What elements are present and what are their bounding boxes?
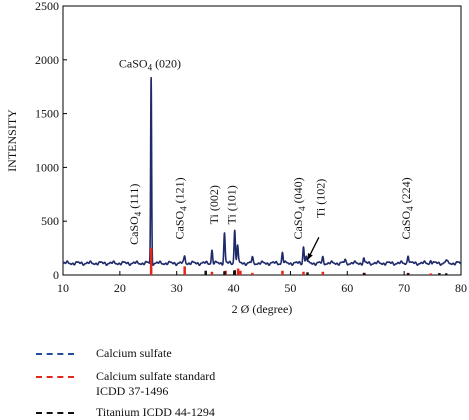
peak-label: CaSO4 (121) — [173, 177, 189, 239]
y-tick-label: 1500 — [35, 107, 59, 121]
x-tick-label: 50 — [284, 281, 296, 295]
y-tick-label: 2500 — [35, 0, 59, 13]
peak-label: Ti (101) — [224, 185, 238, 224]
peak-label: CaSO4 (111) — [127, 184, 143, 245]
x-tick-label: 70 — [398, 281, 410, 295]
peak-label: CaSO4 (040) — [291, 177, 307, 239]
series-line-calcium-sulfate — [62, 76, 462, 267]
x-tick-label: 60 — [341, 281, 353, 295]
x-tick-label: 20 — [114, 281, 126, 295]
y-tick-label: 500 — [41, 214, 59, 228]
y-tick-label: 2000 — [35, 53, 59, 67]
peak-label: Ti (002) — [207, 185, 221, 224]
peak-label: Ti (102) — [314, 179, 328, 218]
y-axis-label: INTENSITY — [5, 109, 19, 172]
annotation-arrowhead — [307, 252, 313, 260]
x-axis-label: 2 Ø (degree) — [232, 302, 293, 316]
y-tick-label: 0 — [53, 268, 59, 282]
plot-frame — [62, 5, 462, 276]
y-tick-label: 1000 — [35, 160, 59, 174]
peak-label: CaSO4 (020) — [119, 56, 181, 72]
x-tick-label: 30 — [171, 281, 183, 295]
x-tick-label: 80 — [455, 281, 467, 295]
x-tick-label: 40 — [228, 281, 240, 295]
x-tick-label: 10 — [57, 281, 69, 295]
peak-label: CaSO4 (224) — [399, 177, 415, 239]
